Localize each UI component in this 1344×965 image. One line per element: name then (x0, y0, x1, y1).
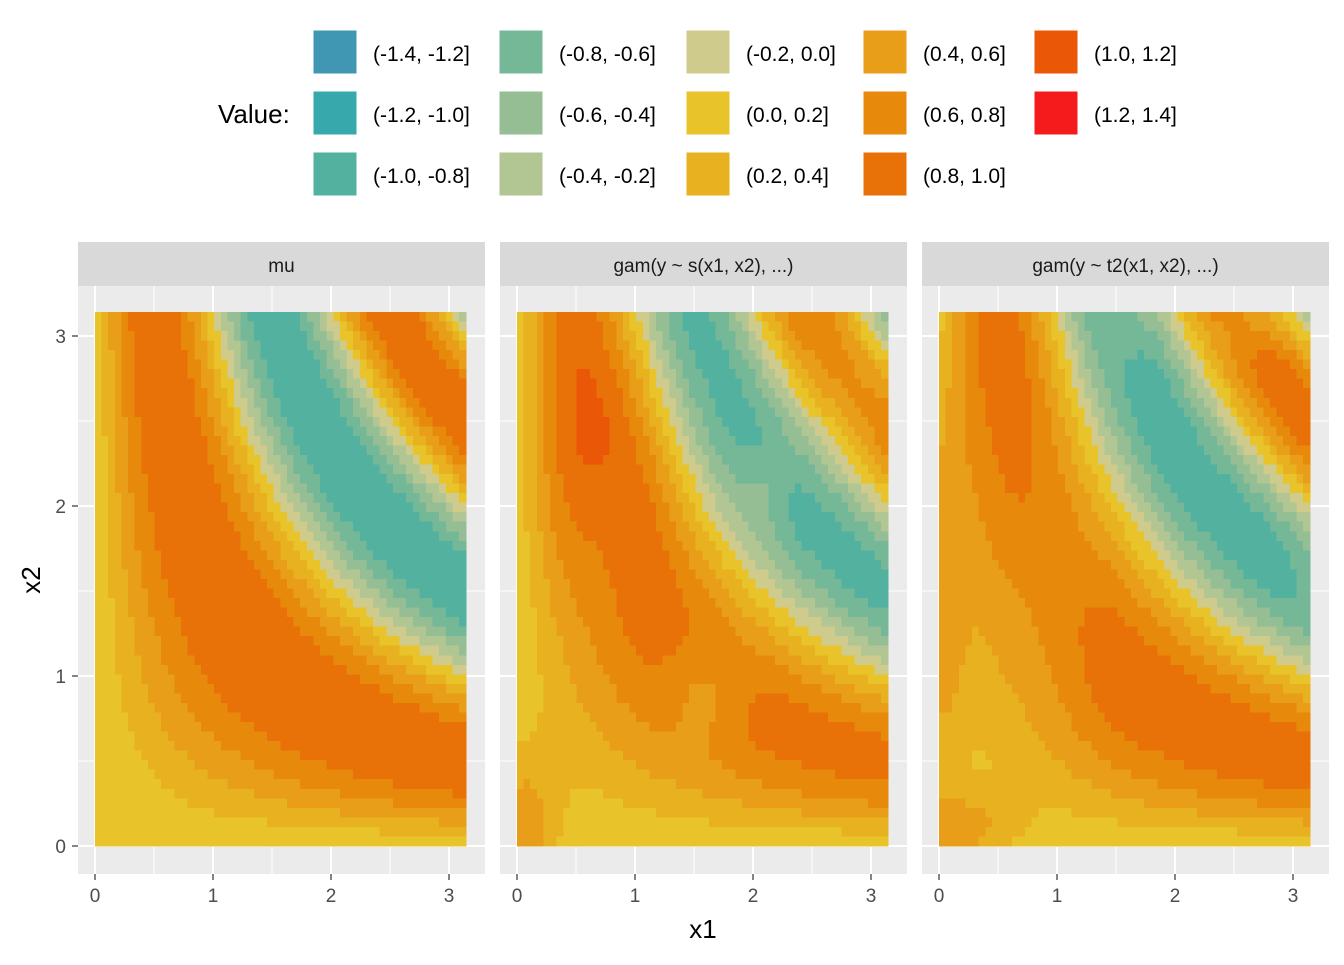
x-tick-label: 0 (512, 886, 523, 907)
contour-fill (939, 312, 1310, 847)
panel-1: gam(y ~ s(x1, x2), ...) 0 1 2 3 (500, 242, 907, 907)
legend-key-0 (313, 30, 357, 74)
legend-label-5: (-0.4, -0.2] (559, 165, 656, 188)
y-tick-label: 2 (55, 497, 66, 518)
legend-key-10 (863, 91, 907, 135)
legend: Value: (-1.4, -1.2] (-1.2, -1.0] (-1.0, -0.… (218, 30, 1177, 196)
contour-fill (95, 312, 466, 847)
legend-label-7: (0.0, 0.2] (746, 104, 829, 127)
facet-title-2: gam(y ~ t2(x1, x2), ...) (1032, 256, 1218, 277)
x-tick-label: 1 (630, 886, 641, 907)
x-tick-label: 2 (1170, 886, 1181, 907)
legend-label-10: (0.6, 0.8] (923, 104, 1006, 127)
legend-key-13 (1034, 91, 1078, 135)
legend-key-8 (686, 152, 730, 196)
legend-label-13: (1.2, 1.4] (1094, 104, 1177, 127)
legend-key-12 (1034, 30, 1078, 74)
panel-2: gam(y ~ t2(x1, x2), ...) 0 1 2 3 (922, 242, 1329, 907)
x-tick-label: 1 (208, 886, 219, 907)
legend-label-9: (0.4, 0.6] (923, 43, 1006, 66)
legend-key-6 (686, 30, 730, 74)
y-tick-label: 3 (55, 327, 66, 348)
y-tick-label: 0 (55, 837, 66, 858)
legend-label-8: (0.2, 0.4] (746, 165, 829, 188)
x-axis-title: x1 (689, 914, 716, 944)
legend-label-0: (-1.4, -1.2] (373, 43, 470, 66)
legend-title: Value: (218, 99, 290, 129)
legend-key-11 (863, 152, 907, 196)
y-axis: 0 1 2 3 (55, 327, 78, 858)
y-tick-label: 1 (55, 667, 66, 688)
x-tick-label: 0 (90, 886, 101, 907)
legend-label-6: (-0.2, 0.0] (746, 43, 836, 66)
panel-0: mu 0 1 2 3 (78, 242, 485, 907)
legend-label-4: (-0.6, -0.4] (559, 104, 656, 127)
legend-key-1 (313, 91, 357, 135)
contour-fill (517, 312, 888, 847)
x-tick-label: 2 (326, 886, 337, 907)
y-axis-title: x2 (16, 566, 46, 593)
legend-label-1: (-1.2, -1.0] (373, 104, 470, 127)
legend-key-5 (499, 152, 543, 196)
legend-label-2: (-1.0, -0.8] (373, 165, 470, 188)
x-tick-label: 3 (866, 886, 877, 907)
facet-title-1: gam(y ~ s(x1, x2), ...) (613, 256, 793, 277)
x-tick-label: 1 (1052, 886, 1063, 907)
legend-key-2 (313, 152, 357, 196)
legend-key-7 (686, 91, 730, 135)
legend-label-12: (1.0, 1.2] (1094, 43, 1177, 66)
legend-label-11: (0.8, 1.0] (923, 165, 1006, 188)
x-tick-label: 3 (1288, 886, 1299, 907)
x-tick-label: 3 (444, 886, 455, 907)
x-tick-label: 0 (934, 886, 945, 907)
legend-label-3: (-0.8, -0.6] (559, 43, 656, 66)
legend-key-4 (499, 91, 543, 135)
legend-key-3 (499, 30, 543, 74)
facet-title-0: mu (268, 256, 294, 277)
legend-key-9 (863, 30, 907, 74)
x-tick-label: 2 (748, 886, 759, 907)
